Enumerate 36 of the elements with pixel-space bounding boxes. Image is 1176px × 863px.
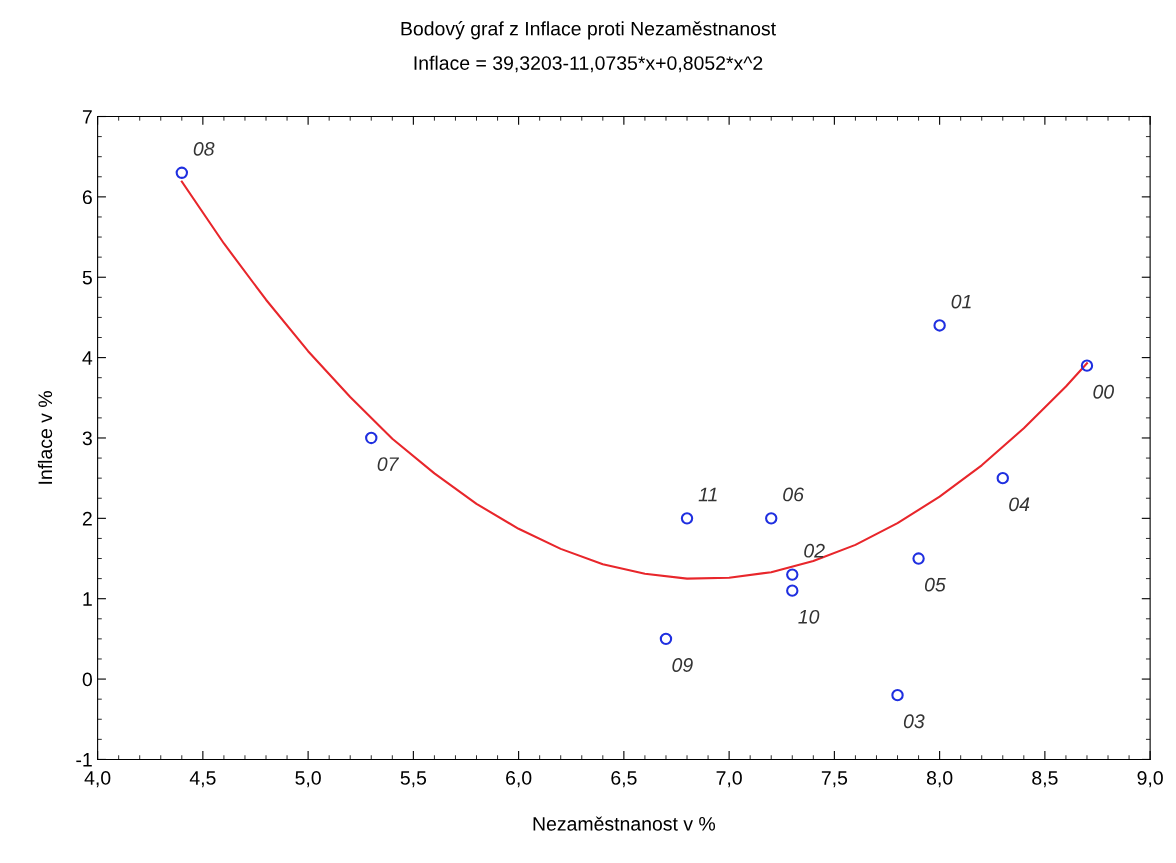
annotation: 00	[1093, 384, 1114, 399]
annotation: 07	[377, 457, 400, 471]
annotation: 01	[951, 294, 971, 309]
annotation: 04	[1009, 497, 1030, 512]
annotation: 05	[924, 577, 946, 592]
annotation: 02	[804, 543, 825, 558]
y-tick-label: 0	[82, 672, 92, 687]
x-tick-label: 5,5	[400, 771, 427, 788]
y-tick-label: 2	[82, 511, 92, 526]
x-tick-label: 8,5	[1032, 771, 1058, 788]
y-tick-label: 5	[82, 270, 92, 285]
y-tick-label: 3	[82, 431, 92, 446]
y-tick-label: 4	[82, 351, 93, 365]
x-axis-title: Nezaměstnanost v %	[533, 816, 716, 831]
y-axis-title: Inflace v %	[37, 391, 53, 484]
annotation: 09	[672, 658, 693, 672]
x-tick-label: 7,5	[821, 771, 848, 788]
x-tick-label: 9,0	[1137, 771, 1163, 788]
annotation: 03	[903, 714, 925, 729]
chart-subtitle: Inflace = 39,3203-11,0735*x+0,8052*x^2	[414, 55, 763, 73]
x-tick-label: 5,0	[295, 771, 321, 788]
x-tick-label: 6,0	[506, 771, 532, 788]
chart-title: Bodový graf z Inflace proti Nezaměstnanost	[401, 21, 776, 40]
x-tick-label: 4,5	[189, 771, 216, 788]
x-tick-label: 7,0	[716, 771, 742, 788]
y-tick-label: 7	[82, 110, 92, 124]
annotation: 08	[193, 141, 215, 156]
x-tick-label: 8,0	[926, 771, 953, 788]
annotation: 11	[698, 487, 717, 502]
y-tick-label: -1	[76, 753, 92, 767]
y-tick-label: 6	[82, 190, 92, 205]
annotation: 06	[783, 487, 804, 502]
x-tick-label: 4,0	[84, 771, 111, 788]
y-tick-label: 1	[83, 592, 92, 606]
annotation: 10	[798, 609, 820, 624]
x-tick-label: 6,5	[611, 771, 637, 788]
